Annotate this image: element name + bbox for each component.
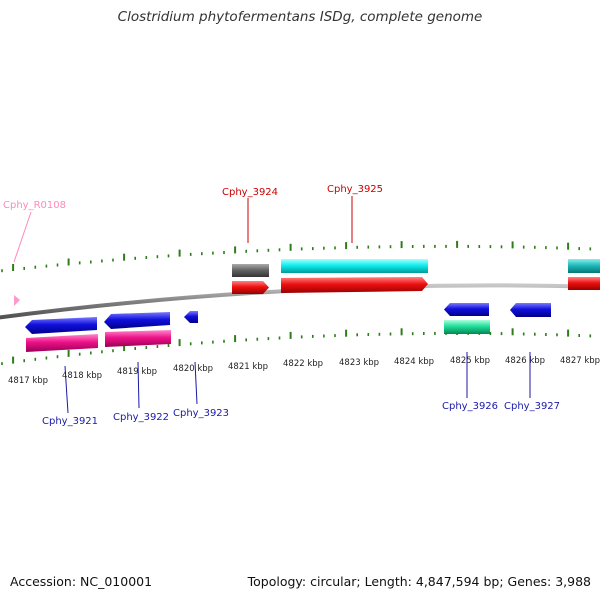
genome-summary-text: Topology: circular; Length: 4,847,594 bp… bbox=[247, 574, 591, 589]
kbp-label: 4821 kbp bbox=[228, 362, 268, 372]
gene-label-cphy-3925[interactable]: Cphy_3925 bbox=[327, 184, 383, 195]
gene-3922-lower[interactable] bbox=[105, 330, 171, 347]
gene-label-cphy-3926[interactable]: Cphy_3926 bbox=[442, 401, 498, 412]
leader-cphy-3922 bbox=[137, 361, 140, 409]
tick-row-top bbox=[1, 240, 592, 273]
gene-label-cphy-r0108[interactable]: Cphy_R0108 bbox=[3, 200, 66, 211]
gene-3922-upper[interactable] bbox=[104, 312, 170, 329]
gene-labels: Cphy_R0108 Cphy_3924 Cphy_3925 Cphy_3921… bbox=[3, 184, 560, 427]
gene-label-cphy-3927[interactable]: Cphy_3927 bbox=[504, 401, 560, 412]
kbp-label: 4819 kbp bbox=[117, 367, 157, 377]
kbp-label: 4824 kbp bbox=[394, 357, 434, 367]
kbp-label: 4822 kbp bbox=[283, 359, 323, 369]
gene-label-cphy-3922[interactable]: Cphy_3922 bbox=[113, 412, 169, 423]
gene-right-upper[interactable] bbox=[568, 259, 600, 273]
kbp-label: 4826 kbp bbox=[505, 356, 545, 366]
leader-cphy-r0108 bbox=[13, 211, 32, 263]
gene-3926-upper[interactable] bbox=[444, 303, 489, 316]
forward-strand-genes bbox=[14, 259, 600, 306]
gene-3925-upper[interactable] bbox=[281, 259, 428, 273]
gene-3921-lower[interactable] bbox=[26, 334, 98, 352]
gene-3926-lower[interactable] bbox=[444, 320, 490, 334]
gene-label-cphy-3924[interactable]: Cphy_3924 bbox=[222, 187, 278, 198]
leader-cphy-3921 bbox=[64, 365, 69, 414]
kbp-label: 4825 kbp bbox=[450, 356, 490, 366]
kbp-label: 4818 kbp bbox=[62, 371, 102, 381]
kbp-label: 4817 kbp bbox=[8, 376, 48, 386]
accession-text: Accession: NC_010001 bbox=[10, 574, 153, 589]
gene-label-cphy-3923[interactable]: Cphy_3923 bbox=[173, 408, 229, 419]
kbp-label: 4827 kbp bbox=[560, 356, 600, 366]
kbp-label: 4820 kbp bbox=[173, 364, 213, 374]
gene-right-lower[interactable] bbox=[568, 277, 600, 290]
label-leaders bbox=[13, 196, 531, 414]
gene-3924-upper[interactable] bbox=[232, 264, 269, 277]
gene-3921-upper[interactable] bbox=[25, 317, 97, 334]
gene-3923[interactable] bbox=[184, 311, 198, 323]
gene-3924-lower[interactable] bbox=[232, 281, 269, 294]
kbp-label: 4823 kbp bbox=[339, 358, 379, 368]
kbp-scale: 4817 kbp 4818 kbp 4819 kbp 4820 kbp 4821… bbox=[8, 356, 600, 386]
rna-feature-r0108[interactable] bbox=[14, 295, 20, 306]
leader-cphy-3923 bbox=[194, 361, 198, 405]
reverse-strand-genes bbox=[25, 303, 551, 352]
gene-3927[interactable] bbox=[510, 303, 551, 317]
gene-3925-lower[interactable] bbox=[281, 277, 428, 293]
genome-title: Clostridium phytofermentans ISDg, comple… bbox=[117, 9, 483, 25]
tick-row-bottom bbox=[1, 327, 592, 366]
gene-label-cphy-3921[interactable]: Cphy_3921 bbox=[42, 416, 98, 427]
